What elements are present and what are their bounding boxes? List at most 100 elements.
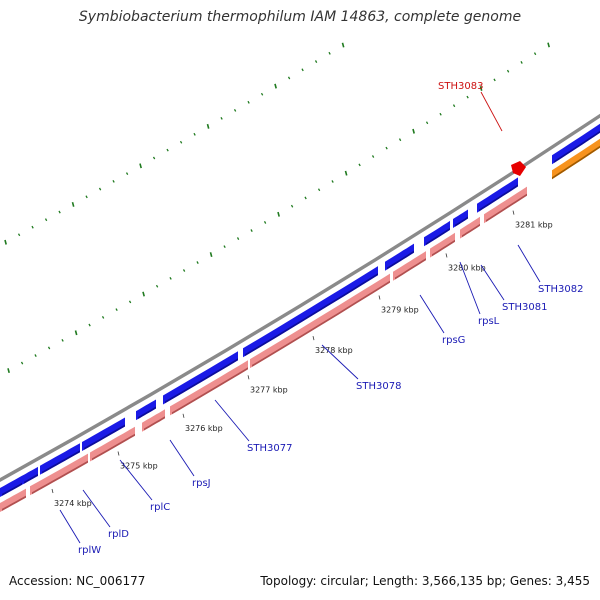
forward-gene-shadow	[245, 273, 378, 357]
inner-ring-dot	[344, 170, 348, 176]
reverse-gene-shadow	[172, 367, 248, 415]
forward-gene	[552, 123, 600, 165]
gene-label-rplw: rplW	[78, 545, 101, 556]
inner-ring-dot	[290, 204, 294, 208]
reverse-gene	[460, 216, 480, 239]
backbone-line	[0, 113, 600, 483]
outer-ring-dot	[17, 233, 21, 237]
kbp-tick	[182, 413, 185, 418]
outer-ring-dot	[58, 210, 61, 214]
outer-ring-dot	[260, 92, 264, 96]
kbp-tick	[51, 488, 54, 494]
kbp-label: 3275 kbp	[120, 461, 158, 470]
inner-ring-dot	[61, 338, 64, 342]
reverse-gene-shadow	[2, 495, 26, 511]
kbp-tick	[312, 335, 315, 341]
inner-dotted-ring	[7, 42, 550, 374]
reverse-gene-shadow	[32, 460, 88, 495]
forward-strand-genes	[0, 123, 600, 497]
kbp-tick	[247, 375, 250, 380]
forward-gene-shadow	[455, 216, 468, 227]
forward-gene-shadow	[479, 184, 518, 212]
gene-leader-line	[480, 264, 505, 301]
kbp-tick-marks	[51, 210, 515, 494]
inner-ring-dot	[223, 245, 226, 249]
forward-gene-shadow	[554, 130, 600, 163]
kbp-label: 3277 kbp	[250, 385, 288, 394]
inner-ring-dot	[34, 354, 37, 357]
inner-ring-dot	[182, 269, 186, 272]
outer-ring-dot	[206, 123, 210, 129]
gene-label-rpsg: rpsG	[442, 335, 465, 346]
outer-ring-dot	[85, 195, 88, 199]
outer-ring-dot	[44, 218, 48, 222]
reverse-gene	[30, 453, 88, 496]
forward-gene	[477, 177, 518, 213]
outer-ring-dot	[274, 83, 277, 89]
kbp-label: 3278 kbp	[315, 346, 353, 355]
gene-leader-line	[59, 509, 81, 544]
kbp-tick	[445, 253, 448, 258]
kbp-label: 3281 kbp	[515, 221, 553, 230]
outer-ring-dot	[31, 225, 34, 229]
accession-text: Accession: NC_006177	[9, 574, 146, 588]
gene-label-sth3077: STH3077	[247, 443, 292, 454]
outer-ring-dot	[314, 60, 318, 63]
reverse-gene	[142, 409, 165, 432]
outer-ring-dot	[125, 172, 129, 176]
inner-ring-dot	[155, 284, 159, 288]
outer-ring-dot	[247, 100, 250, 104]
reverse-gene-shadow	[395, 258, 426, 280]
gene-leader-line	[321, 344, 359, 380]
gene-label-rpld: rplD	[108, 529, 129, 540]
forward-gene	[385, 243, 414, 271]
outer-ring-dot	[287, 76, 291, 80]
gene-leader-line	[169, 439, 195, 477]
gene-label-leaders	[59, 91, 541, 544]
forward-gene	[136, 399, 156, 421]
outer-ring-dot	[4, 239, 7, 245]
reverse-gene-shadow	[252, 280, 390, 367]
genome-backbone	[0, 113, 600, 483]
forward-gene-shadow	[165, 358, 238, 404]
reverse-gene-shadow	[92, 433, 135, 461]
gene-leader-line	[517, 244, 541, 283]
kbp-tick	[512, 210, 515, 215]
inner-ring-dot	[7, 368, 10, 374]
forward-gene-shadow	[42, 450, 80, 474]
kbp-label: 3274 kbp	[54, 499, 92, 508]
forward-gene-shadow	[2, 482, 22, 496]
gene-leader-line	[119, 459, 153, 501]
forward-gene	[163, 351, 238, 405]
inner-ring-dot	[209, 252, 213, 258]
forward-gene	[40, 443, 80, 475]
forward-gene	[0, 475, 22, 497]
forward-gene-shadow	[426, 227, 450, 246]
reverse-gene	[484, 186, 527, 224]
outer-ring-dot	[179, 140, 183, 144]
kbp-tick	[378, 295, 381, 300]
reverse-strand-genes	[0, 186, 527, 512]
map-title: Symbiobacterium thermophilum IAM 14863, …	[78, 9, 522, 25]
outer-dotted-ring	[4, 42, 345, 245]
inner-ring-dot	[466, 95, 469, 99]
inner-ring-dot	[47, 346, 51, 350]
inner-ring-dot	[506, 69, 510, 73]
reverse-gene-shadow	[144, 416, 165, 431]
outer-ring-dot	[328, 51, 331, 55]
orange-gene	[552, 138, 600, 180]
outer-ring-dot	[193, 132, 196, 136]
gene-label-sth3083: STH3083	[438, 81, 483, 92]
gene-leader-line	[419, 294, 445, 334]
genome-summary-text: Topology: circular; Length: 3,566,135 bp…	[260, 574, 590, 588]
forward-gene	[243, 266, 378, 358]
forward-gene-shadow	[387, 250, 414, 270]
forward-gene-shadow	[138, 406, 156, 419]
inner-ring-dot	[196, 261, 199, 264]
inner-ring-dot	[88, 323, 91, 327]
orange-gene-shadow	[552, 145, 600, 180]
inner-ring-dot	[520, 61, 523, 64]
reverse-gene-shadow	[486, 193, 527, 222]
reverse-gene	[0, 488, 26, 512]
